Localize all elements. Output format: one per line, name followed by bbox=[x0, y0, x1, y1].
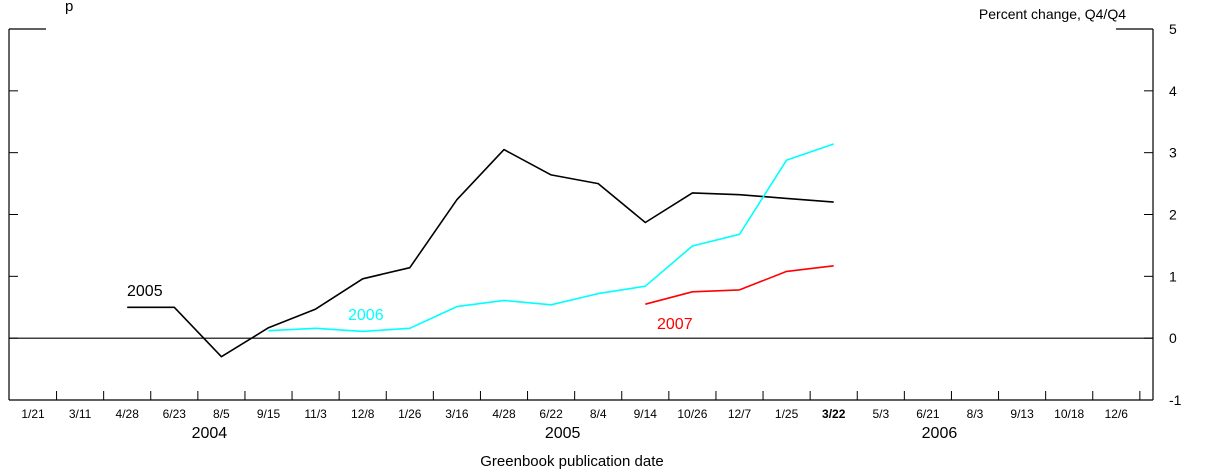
series-line-2005 bbox=[127, 148, 834, 358]
x-tick-label: 10/18 bbox=[1054, 407, 1084, 421]
x-tick-label: 4/28 bbox=[492, 407, 516, 421]
x-tick-label: 5/3 bbox=[872, 407, 889, 421]
x-tick-label: 1/26 bbox=[398, 407, 422, 421]
x-tick-label: 6/22 bbox=[539, 407, 563, 421]
x-tick-label: 6/23 bbox=[163, 407, 187, 421]
series-line-2006 bbox=[268, 143, 834, 333]
x-tick-label: 4/28 bbox=[116, 407, 140, 421]
x-tick-label: 8/5 bbox=[213, 407, 230, 421]
x-tick-label: 1/25 bbox=[775, 407, 799, 421]
x-tick-label: 9/13 bbox=[1010, 407, 1034, 421]
y-tick-label: 4 bbox=[1169, 83, 1177, 99]
x-tick-label: 12/8 bbox=[351, 407, 375, 421]
series-labels: 2005 2006 2007 bbox=[127, 283, 693, 333]
x-tick-label: 9/14 bbox=[634, 407, 658, 421]
y-tick-label: 0 bbox=[1169, 330, 1177, 346]
x-year-label: 2005 bbox=[545, 425, 581, 442]
y-tick-label: 2 bbox=[1169, 207, 1177, 223]
series-label-2005: 2005 bbox=[127, 283, 163, 300]
x-tick-label: 6/21 bbox=[916, 407, 940, 421]
x-axis-label: Greenbook publication date bbox=[480, 453, 663, 470]
y-axis-label: Percent change, Q4/Q4 bbox=[979, 6, 1126, 22]
y-tick-label: 1 bbox=[1169, 268, 1177, 284]
series-label-2007: 2007 bbox=[657, 316, 693, 333]
x-tick-label: 3/16 bbox=[445, 407, 469, 421]
series-line-2007 bbox=[645, 265, 834, 305]
x-tick-label: 1/21 bbox=[21, 407, 45, 421]
x-axis: 1/21 3/11 4/28 6/23 8/5 9/15 11/3 12/8 1/26 3/16 4… bbox=[21, 391, 1141, 442]
x-year-label: 2004 bbox=[192, 425, 228, 442]
y-axis: -1 0 1 2 3 4 5 bbox=[9, 21, 1182, 408]
x-year-label: 2006 bbox=[922, 425, 958, 442]
y-tick-label: 3 bbox=[1169, 145, 1177, 161]
chart-subtitle-fragment: p bbox=[65, 0, 73, 15]
x-tick-label: 3/22 bbox=[822, 407, 846, 421]
x-tick-label: 8/4 bbox=[590, 407, 607, 421]
x-tick-label: 12/7 bbox=[728, 407, 752, 421]
series-label-2006: 2006 bbox=[348, 307, 384, 324]
x-tick-label: 10/26 bbox=[677, 407, 707, 421]
x-tick-label: 8/3 bbox=[967, 407, 984, 421]
series-lines bbox=[127, 143, 834, 358]
x-tick-label: 12/6 bbox=[1105, 407, 1129, 421]
x-tick-label: 9/15 bbox=[257, 407, 281, 421]
x-tick-label: 11/3 bbox=[304, 407, 327, 421]
x-tick-label: 3/11 bbox=[69, 407, 92, 421]
y-tick-label: -1 bbox=[1169, 392, 1182, 408]
y-tick-label: 5 bbox=[1169, 21, 1177, 37]
plot-frame bbox=[8, 28, 1154, 401]
